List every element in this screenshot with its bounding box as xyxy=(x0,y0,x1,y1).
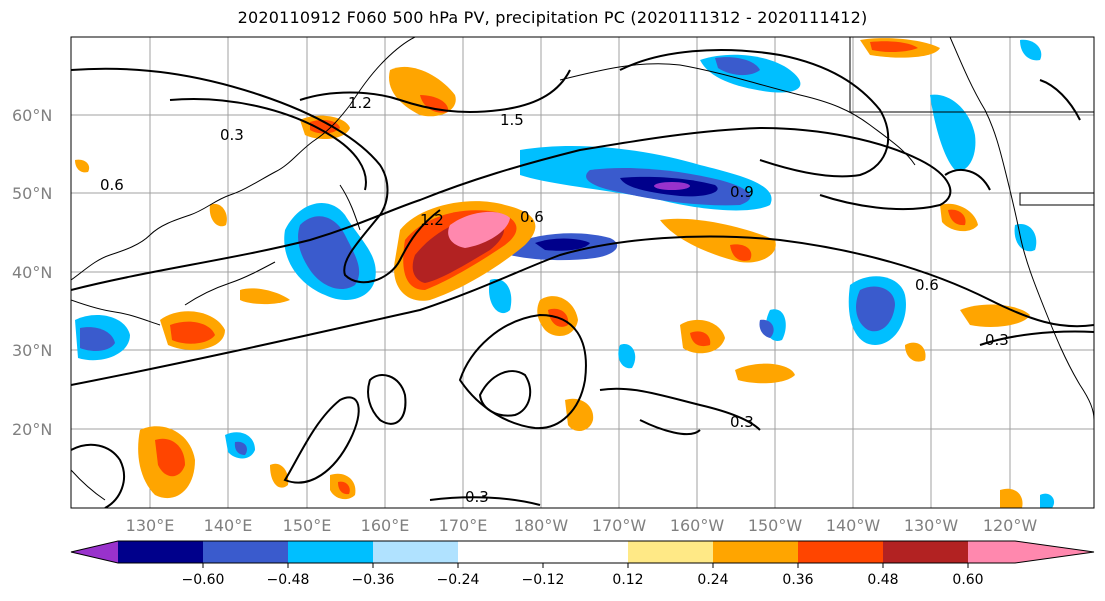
domain-box xyxy=(849,37,1094,113)
colorbar-tick-label: −0.12 xyxy=(522,572,565,588)
lon-label-150e: 150°E xyxy=(283,516,332,535)
contour-label-0.6-east: 0.6 xyxy=(915,276,939,294)
contour-label-0.3: 0.3 xyxy=(220,126,244,144)
colorbar-segment xyxy=(883,541,968,563)
contour-label-0.9: 0.9 xyxy=(730,183,754,201)
lat-label-30n: 30°N xyxy=(12,341,52,360)
colorbar-segment xyxy=(203,541,288,563)
colorbar-tick-label: 0.12 xyxy=(612,572,643,588)
colorbar-tick-label: −0.36 xyxy=(352,572,395,588)
lon-label-150w: 150°W xyxy=(748,516,803,535)
colorbar-ticks xyxy=(202,563,969,568)
pv-contours xyxy=(71,49,1094,508)
colorbar-segment xyxy=(628,541,713,563)
colorbar-segment xyxy=(373,541,458,563)
lat-label-20n: 20°N xyxy=(12,420,52,439)
contour-label-0.3-southeast: 0.3 xyxy=(730,413,754,431)
precip-positive-anomalies xyxy=(75,38,1030,508)
colorbar-tick-label: −0.24 xyxy=(437,572,480,588)
latitude-labels: 60°N 50°N 40°N 30°N 20°N xyxy=(12,106,52,439)
contour-label-1.5: 1.5 xyxy=(500,111,524,129)
lon-label-130e: 130°E xyxy=(126,516,175,535)
contour-label-1.2: 1.2 xyxy=(420,211,444,229)
contour-label-0.6-center: 0.6 xyxy=(520,208,544,226)
lon-label-120w: 120°W xyxy=(983,516,1038,535)
colorbar-tick-label: 0.48 xyxy=(867,572,898,588)
figure-title: 2020110912 F060 500 hPa PV, precipitatio… xyxy=(237,8,868,27)
precip-negative-anomalies xyxy=(75,39,1055,508)
map-frame xyxy=(70,36,1095,509)
domain-box-2 xyxy=(1019,192,1094,206)
colorbar-tick-label: −0.48 xyxy=(267,572,310,588)
lon-label-180w: 180°W xyxy=(514,516,569,535)
contour-label-0.6: 0.6 xyxy=(100,176,124,194)
contour-label-1.2-north: 1.2 xyxy=(348,94,372,112)
colorbar-tick-label: −0.60 xyxy=(182,572,225,588)
colorbar-tick-label: 0.60 xyxy=(952,572,983,588)
colorbar-segment xyxy=(713,541,798,563)
contour-label-0.3-south: 0.3 xyxy=(465,488,489,506)
lat-label-60n: 60°N xyxy=(12,106,52,125)
lat-label-50n: 50°N xyxy=(12,184,52,203)
colorbar-tick-label: 0.24 xyxy=(697,572,728,588)
colorbar-segment xyxy=(458,541,543,563)
lon-label-170w: 170°W xyxy=(592,516,647,535)
colorbar-extend-min xyxy=(71,541,118,563)
lon-label-160e: 160°E xyxy=(361,516,410,535)
coastlines xyxy=(71,37,1094,501)
colorbar-tick-labels: −0.60 −0.48 −0.36 −0.24 −0.12 0.12 0.24 … xyxy=(182,572,984,588)
pv-contour-labels: 0.3 0.6 0.9 1.2 1.5 0.3 0.6 0.3 0.6 1.2 … xyxy=(100,94,1009,506)
colorbar-outline xyxy=(70,540,1095,564)
colorbar-segment xyxy=(798,541,883,563)
longitude-labels: 130°E 140°E 150°E 160°E 170°E 180°W 170°… xyxy=(126,516,1038,535)
colorbar: −0.60 −0.48 −0.36 −0.24 −0.12 0.12 0.24 … xyxy=(70,540,1095,588)
colorbar-tick-label: 0.36 xyxy=(782,572,813,588)
colorbar-segment xyxy=(543,541,628,563)
lat-label-40n: 40°N xyxy=(12,263,52,282)
colorbar-segment xyxy=(118,541,203,563)
lon-label-170e: 170°E xyxy=(439,516,488,535)
lon-label-130w: 130°W xyxy=(904,516,959,535)
lon-label-140e: 140°E xyxy=(204,516,253,535)
colorbar-segment xyxy=(288,541,373,563)
lon-label-140w: 140°W xyxy=(826,516,881,535)
colorbar-extend-max xyxy=(968,541,1094,563)
contour-label-0.3-east: 0.3 xyxy=(985,331,1009,349)
lon-label-160w: 160°W xyxy=(670,516,725,535)
